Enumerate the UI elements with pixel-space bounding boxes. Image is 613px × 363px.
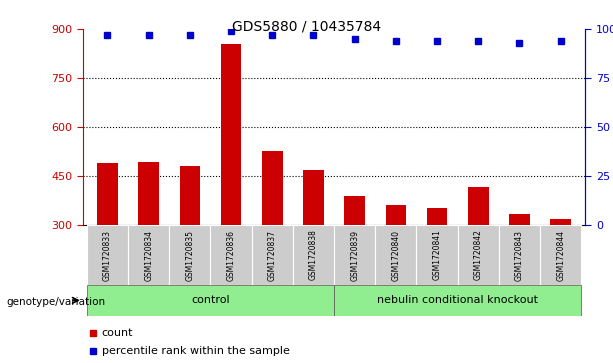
Bar — [262, 151, 283, 225]
Bar — [293, 225, 334, 285]
Bar — [375, 225, 416, 285]
Text: GSM1720839: GSM1720839 — [350, 229, 359, 281]
Text: control: control — [191, 295, 230, 305]
Bar — [303, 170, 324, 225]
Text: GSM1720833: GSM1720833 — [103, 229, 112, 281]
Text: GSM1720835: GSM1720835 — [185, 229, 194, 281]
Bar — [97, 163, 118, 225]
Bar — [509, 214, 530, 225]
Bar — [180, 166, 200, 225]
Text: GDS5880 / 10435784: GDS5880 / 10435784 — [232, 20, 381, 34]
Text: GSM1720844: GSM1720844 — [556, 229, 565, 281]
Text: GSM1720834: GSM1720834 — [144, 229, 153, 281]
Text: percentile rank within the sample: percentile rank within the sample — [102, 346, 290, 356]
Bar — [345, 196, 365, 225]
Bar — [458, 225, 499, 285]
Bar — [210, 225, 252, 285]
Bar — [468, 187, 489, 225]
Bar — [252, 225, 293, 285]
Text: genotype/variation: genotype/variation — [6, 297, 105, 307]
Text: GSM1720840: GSM1720840 — [391, 229, 400, 281]
Bar — [169, 225, 210, 285]
Text: GSM1720843: GSM1720843 — [515, 229, 524, 281]
Bar — [87, 285, 334, 316]
Text: count: count — [102, 328, 134, 338]
Bar — [540, 225, 581, 285]
Text: GSM1720836: GSM1720836 — [227, 229, 235, 281]
Bar — [427, 208, 447, 225]
Text: GSM1720837: GSM1720837 — [268, 229, 277, 281]
Text: GSM1720841: GSM1720841 — [433, 229, 441, 281]
Bar — [221, 44, 242, 225]
Bar — [334, 225, 375, 285]
Bar — [128, 225, 169, 285]
Bar — [499, 225, 540, 285]
Bar — [386, 205, 406, 225]
Text: nebulin conditional knockout: nebulin conditional knockout — [377, 295, 538, 305]
Bar — [334, 285, 581, 316]
Text: GSM1720842: GSM1720842 — [474, 229, 483, 281]
Bar — [87, 225, 128, 285]
Text: GSM1720838: GSM1720838 — [309, 229, 318, 281]
Bar — [550, 219, 571, 225]
Bar — [139, 162, 159, 225]
Bar — [416, 225, 458, 285]
